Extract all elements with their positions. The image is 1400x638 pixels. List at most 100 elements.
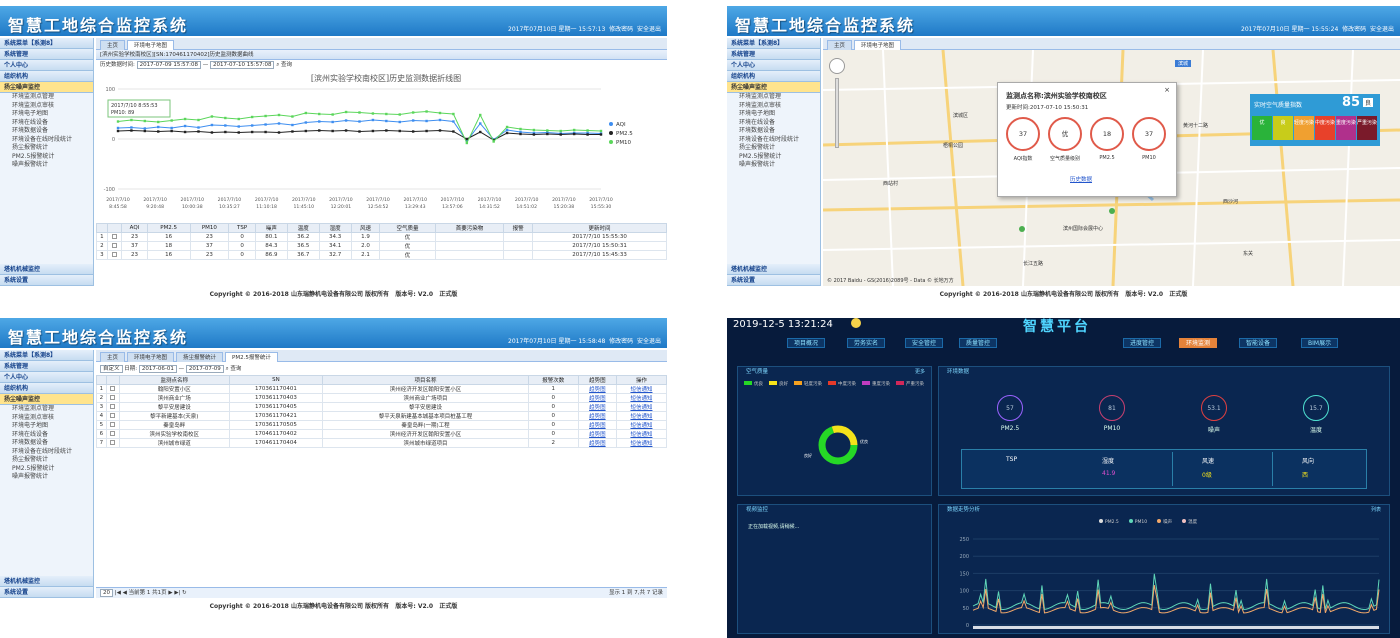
nav-tab-2[interactable]: 安全管控 xyxy=(905,338,944,348)
data-point[interactable] xyxy=(411,111,415,114)
data-point[interactable] xyxy=(546,129,549,132)
table-cell[interactable]: 趋势图 xyxy=(577,438,617,448)
list-link[interactable]: 列表 xyxy=(1370,507,1381,513)
from-date-input[interactable]: 2017-07-09 15:57:08 xyxy=(136,60,202,69)
column-header[interactable]: PM10 xyxy=(189,223,230,233)
data-point[interactable] xyxy=(331,113,334,116)
data-point[interactable] xyxy=(586,133,589,136)
data-point[interactable] xyxy=(371,118,375,122)
more-link[interactable]: 更多 xyxy=(914,369,925,375)
data-point[interactable] xyxy=(170,119,173,122)
data-point[interactable] xyxy=(398,113,401,116)
table-cell[interactable]: 短信通知 xyxy=(615,438,667,448)
sidebar-item-personal[interactable]: 个人中心 xyxy=(0,372,93,383)
data-point[interactable] xyxy=(210,123,214,127)
logout-link[interactable]: 安全退出 xyxy=(1369,26,1394,33)
nav-tab-5[interactable]: 环境监测 xyxy=(1179,338,1218,348)
data-point[interactable] xyxy=(385,112,388,116)
table-cell[interactable]: 趋势图 xyxy=(577,384,617,394)
data-point[interactable] xyxy=(318,120,321,123)
data-point[interactable] xyxy=(438,111,442,115)
data-point[interactable] xyxy=(304,111,308,115)
data-point[interactable] xyxy=(532,133,536,136)
sidebar-subitem[interactable]: 环境在线设备 xyxy=(12,430,49,438)
query-button[interactable]: 查询 xyxy=(230,366,242,372)
query-button[interactable]: 查询 xyxy=(281,62,293,68)
map-zoom-control[interactable] xyxy=(829,58,845,74)
data-point[interactable] xyxy=(197,130,200,133)
sidebar-item-org[interactable]: 组织机构 xyxy=(727,71,820,82)
data-point[interactable] xyxy=(130,129,133,132)
baidu-map[interactable]: 滨城区 梧桐公园 西站村 黄河十二路 西沙河 滨州国际会展中心 东关 长江五路 … xyxy=(823,50,1400,286)
tab-home[interactable]: 主页 xyxy=(100,352,126,362)
data-point[interactable] xyxy=(559,133,562,136)
row-checkbox[interactable] xyxy=(105,393,120,403)
data-point[interactable] xyxy=(250,115,254,119)
data-point[interactable] xyxy=(264,123,267,126)
table-cell[interactable]: 趋势图 xyxy=(577,429,617,439)
column-header[interactable]: 趋势图 xyxy=(577,375,617,385)
row-checkbox[interactable] xyxy=(105,420,120,430)
data-point[interactable] xyxy=(371,112,375,115)
sidebar-item-settings[interactable]: 系统设置 xyxy=(0,587,93,598)
data-point[interactable] xyxy=(170,126,173,130)
table-row[interactable]: 3 23 16 23 0 86.9 36.7 32.7 2.1 优 2017/7/10 15:45:… xyxy=(96,250,667,260)
data-point[interactable] xyxy=(331,129,334,133)
data-point[interactable] xyxy=(250,130,254,134)
map-marker[interactable] xyxy=(1019,226,1025,232)
data-point[interactable] xyxy=(291,130,294,133)
sidebar-subitem[interactable]: PM2.5报警统计 xyxy=(12,152,55,160)
sidebar-item-system[interactable]: 系统管理 xyxy=(0,361,93,372)
sidebar-subitem[interactable]: 环境监测点管理 xyxy=(739,93,782,100)
data-point[interactable] xyxy=(532,128,536,132)
nav-tab-4[interactable]: 进度管控 xyxy=(1123,338,1162,348)
sidebar-item-tower[interactable]: 塔机机械监控 xyxy=(0,576,93,587)
first-page-button[interactable]: |◀ xyxy=(114,590,121,596)
map-marker[interactable] xyxy=(1109,208,1115,214)
nav-tab-0[interactable]: 项目概况 xyxy=(787,338,826,348)
data-point[interactable] xyxy=(210,131,214,134)
data-point[interactable] xyxy=(479,113,482,117)
data-point[interactable] xyxy=(519,132,522,136)
data-point[interactable] xyxy=(385,129,388,132)
sidebar-subitem[interactable]: 环境电子地图 xyxy=(12,110,49,117)
prev-page-button[interactable]: ◀ xyxy=(122,590,127,596)
column-header[interactable] xyxy=(106,223,123,233)
data-point[interactable] xyxy=(505,125,509,129)
trend-scrollbar[interactable] xyxy=(973,626,1379,629)
data-point[interactable] xyxy=(344,110,348,114)
data-point[interactable] xyxy=(224,130,227,134)
data-point[interactable] xyxy=(237,131,240,134)
data-point[interactable] xyxy=(210,115,214,118)
data-point[interactable] xyxy=(143,129,147,133)
data-point[interactable] xyxy=(264,114,267,118)
data-point[interactable] xyxy=(425,119,428,123)
sidebar-subitem[interactable]: 环境监测点审核 xyxy=(12,101,55,109)
data-point[interactable] xyxy=(371,129,375,133)
data-point[interactable] xyxy=(572,132,576,136)
data-point[interactable] xyxy=(143,119,147,123)
column-header[interactable]: 空气质量 xyxy=(379,223,436,233)
sidebar-item-settings[interactable]: 系统设置 xyxy=(0,275,93,286)
data-point[interactable] xyxy=(197,118,200,122)
sidebar-item-dust[interactable]: 扬尘噪声监控 xyxy=(0,394,93,405)
column-header[interactable]: 项目名称 xyxy=(322,375,529,385)
data-point[interactable] xyxy=(385,119,388,123)
table-row[interactable]: 2 滨州商业广场 170361170403 滨州商业广场项目 0 趋势图 短信通知 xyxy=(96,393,667,403)
refresh-icon[interactable]: ↻ xyxy=(182,590,187,596)
table-cell[interactable]: 趋势图 xyxy=(577,411,617,421)
table-row[interactable]: 1 23 16 23 0 80.1 36.2 34.3 1.9 优 2017/7/10 15:55:… xyxy=(96,232,667,242)
data-point[interactable] xyxy=(586,129,589,132)
sidebar-item-dust[interactable]: 扬尘噪声监控 xyxy=(0,82,93,93)
to-date-input[interactable]: 2017-07-09 xyxy=(185,364,224,373)
page-size-select[interactable]: 20 xyxy=(100,588,113,597)
data-point[interactable] xyxy=(438,118,442,122)
sidebar-item-tower[interactable]: 塔机机械监控 xyxy=(0,264,93,275)
column-header[interactable]: SN xyxy=(228,375,324,385)
data-point[interactable] xyxy=(492,140,495,143)
change-password-link[interactable]: 修改密码 xyxy=(1342,26,1367,33)
data-point[interactable] xyxy=(157,130,160,133)
data-point[interactable] xyxy=(304,121,308,124)
next-page-button[interactable]: ▶ xyxy=(168,590,173,596)
data-point[interactable] xyxy=(358,120,361,123)
